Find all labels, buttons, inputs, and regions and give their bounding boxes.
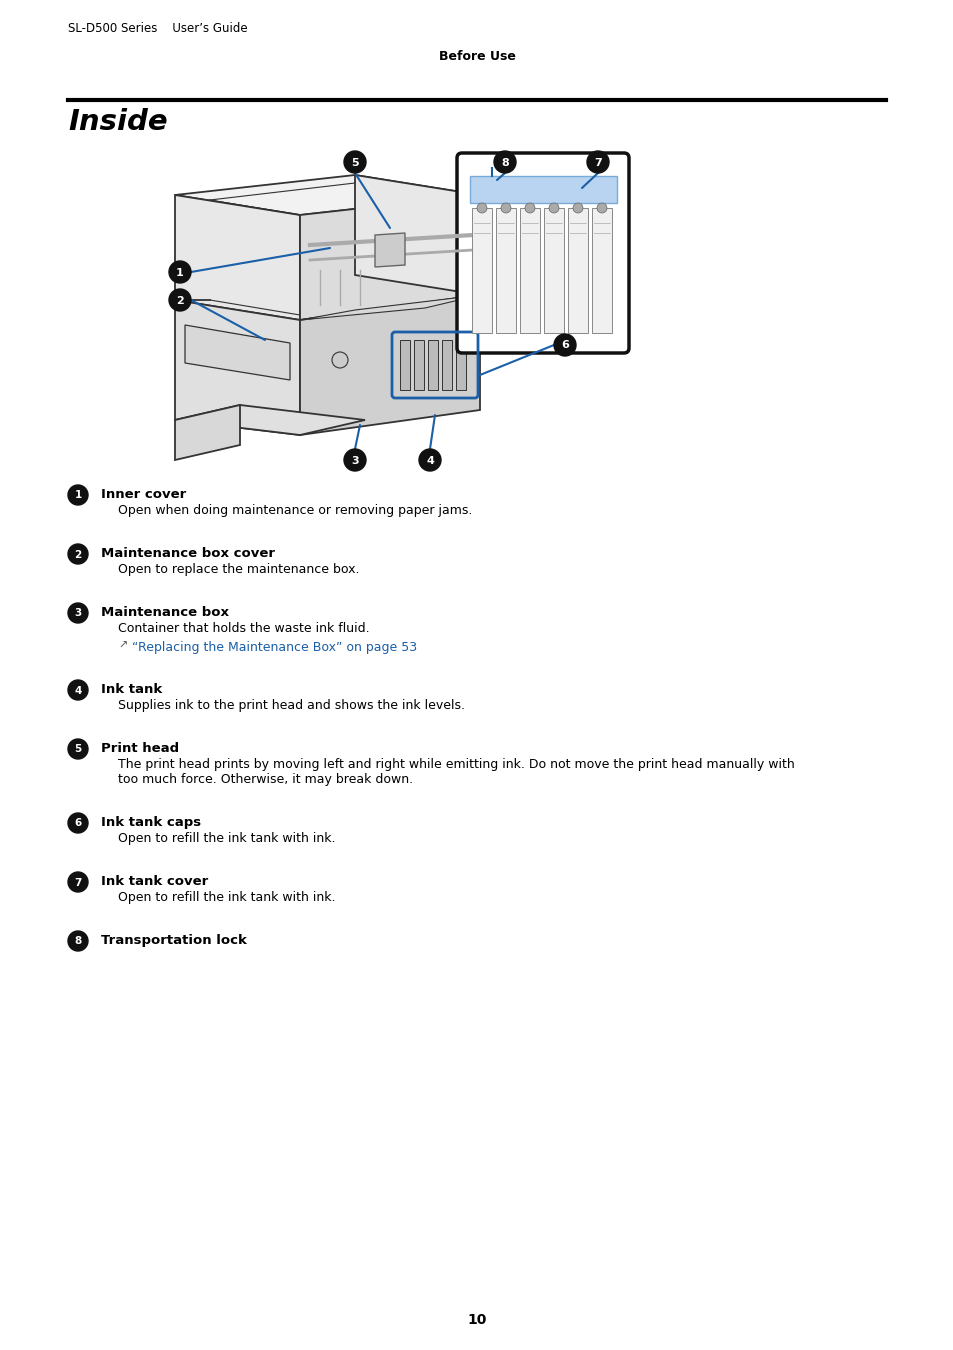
Polygon shape <box>355 176 479 296</box>
Text: Ink tank: Ink tank <box>101 683 162 697</box>
Bar <box>472 208 492 333</box>
Text: Inside: Inside <box>68 108 168 136</box>
Polygon shape <box>174 405 365 435</box>
Text: ↗: ↗ <box>118 641 128 651</box>
Polygon shape <box>470 176 617 202</box>
Bar <box>399 340 410 390</box>
Text: Ink tank caps: Ink tank caps <box>101 815 201 829</box>
Text: Supplies ink to the print head and shows the ink levels.: Supplies ink to the print head and shows… <box>118 699 464 711</box>
Circle shape <box>68 603 88 622</box>
Circle shape <box>332 352 348 369</box>
Text: Ink tank cover: Ink tank cover <box>101 875 208 888</box>
FancyBboxPatch shape <box>456 153 628 352</box>
Polygon shape <box>174 176 479 215</box>
Text: Transportation lock: Transportation lock <box>101 934 247 946</box>
Text: Open to replace the maintenance box.: Open to replace the maintenance box. <box>118 563 359 576</box>
Circle shape <box>169 261 191 284</box>
Bar <box>496 208 516 333</box>
Text: SL-D500 Series    User’s Guide: SL-D500 Series User’s Guide <box>68 22 248 35</box>
Circle shape <box>68 931 88 950</box>
Circle shape <box>524 202 535 213</box>
Polygon shape <box>299 194 479 320</box>
Text: 3: 3 <box>74 609 82 618</box>
Circle shape <box>586 151 608 173</box>
Text: Print head: Print head <box>101 743 179 755</box>
Text: Maintenance box cover: Maintenance box cover <box>101 547 274 560</box>
Circle shape <box>597 202 606 213</box>
Text: too much force. Otherwise, it may break down.: too much force. Otherwise, it may break … <box>118 774 413 786</box>
Text: Open when doing maintenance or removing paper jams.: Open when doing maintenance or removing … <box>118 504 472 517</box>
Text: 8: 8 <box>74 937 82 946</box>
Polygon shape <box>299 296 479 320</box>
Circle shape <box>548 202 558 213</box>
Circle shape <box>68 813 88 833</box>
Polygon shape <box>299 296 479 435</box>
Bar <box>428 340 437 390</box>
Text: 7: 7 <box>74 878 82 887</box>
Text: 10: 10 <box>467 1314 486 1327</box>
Bar <box>441 340 452 390</box>
Polygon shape <box>174 405 240 460</box>
Circle shape <box>500 202 511 213</box>
Text: 3: 3 <box>351 455 358 466</box>
Polygon shape <box>185 325 290 379</box>
Text: 1: 1 <box>176 267 184 278</box>
Circle shape <box>68 485 88 505</box>
Circle shape <box>68 680 88 701</box>
Text: 5: 5 <box>74 744 82 755</box>
Bar <box>543 208 563 333</box>
Circle shape <box>494 151 516 173</box>
Text: 4: 4 <box>426 455 434 466</box>
Text: Maintenance box: Maintenance box <box>101 606 229 620</box>
Circle shape <box>476 202 486 213</box>
Text: “Replacing the Maintenance Box” on page 53: “Replacing the Maintenance Box” on page … <box>132 641 416 653</box>
Circle shape <box>169 289 191 310</box>
Text: 5: 5 <box>351 158 358 167</box>
Text: Before Use: Before Use <box>438 50 515 63</box>
Circle shape <box>554 333 576 356</box>
Text: Open to refill the ink tank with ink.: Open to refill the ink tank with ink. <box>118 832 335 845</box>
Bar <box>519 208 539 333</box>
Polygon shape <box>375 234 405 267</box>
Text: Inner cover: Inner cover <box>101 487 186 501</box>
Bar <box>592 208 612 333</box>
Text: 6: 6 <box>560 340 568 351</box>
Circle shape <box>573 202 582 213</box>
Text: The print head prints by moving left and right while emitting ink. Do not move t: The print head prints by moving left and… <box>118 757 794 771</box>
Circle shape <box>68 738 88 759</box>
Bar <box>414 340 423 390</box>
Text: 6: 6 <box>74 818 82 829</box>
Text: 7: 7 <box>594 158 601 167</box>
Text: 2: 2 <box>74 549 82 559</box>
Text: Open to refill the ink tank with ink.: Open to refill the ink tank with ink. <box>118 891 335 904</box>
Circle shape <box>344 151 366 173</box>
Circle shape <box>418 450 440 471</box>
Text: 4: 4 <box>74 686 82 695</box>
Polygon shape <box>174 300 299 435</box>
Text: 1: 1 <box>74 490 82 501</box>
Circle shape <box>68 544 88 564</box>
Polygon shape <box>174 194 299 320</box>
Text: 8: 8 <box>500 158 508 167</box>
Text: Container that holds the waste ink fluid.: Container that holds the waste ink fluid… <box>118 622 369 634</box>
Bar <box>456 340 465 390</box>
Circle shape <box>68 872 88 892</box>
Text: 2: 2 <box>176 296 184 305</box>
Bar <box>567 208 587 333</box>
Circle shape <box>344 450 366 471</box>
